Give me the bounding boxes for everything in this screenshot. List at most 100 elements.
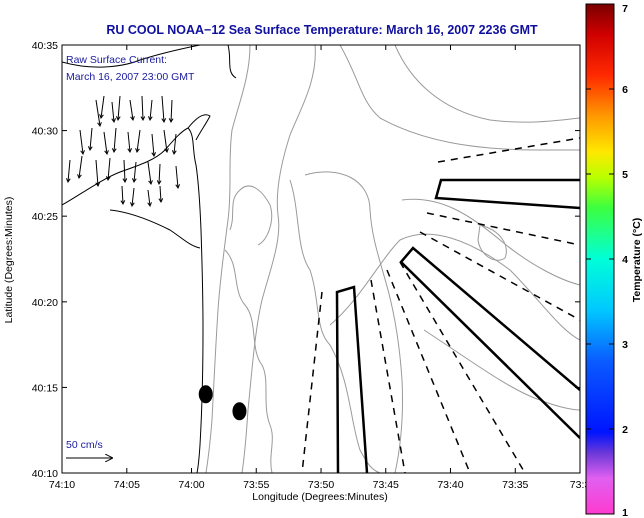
current-vector xyxy=(123,159,126,183)
x-tick-label: 73:45 xyxy=(373,479,399,491)
x-tick-label: 73:3 xyxy=(570,479,591,491)
current-vector xyxy=(131,187,135,207)
x-tick-label: 73:55 xyxy=(243,479,269,491)
x-tick-label: 74:00 xyxy=(178,479,204,491)
contour-line xyxy=(229,185,273,246)
current-vector xyxy=(147,161,152,185)
current-vector-head xyxy=(135,148,140,154)
current-vector-head xyxy=(151,152,157,158)
current-vector-head xyxy=(115,116,121,122)
current-vector xyxy=(95,99,101,127)
current-vector-head xyxy=(147,202,152,208)
contour-line xyxy=(477,224,507,261)
current-vector-head xyxy=(111,118,117,124)
current-vector xyxy=(147,189,151,207)
colorbar-tick-label: 6 xyxy=(622,84,628,96)
transect-boxes xyxy=(335,178,580,473)
current-vector xyxy=(173,133,177,155)
bathymetry-contours xyxy=(205,45,580,473)
current-vector-head xyxy=(158,198,164,204)
contour-line xyxy=(329,233,580,341)
x-axis-label: Longitude (Degrees:Minutes) xyxy=(252,491,387,503)
colorbar-tick-label: 2 xyxy=(622,424,628,436)
x-tick-label: 73:50 xyxy=(308,479,334,491)
x-tick-label: 73:35 xyxy=(502,479,528,491)
surface-current-vectors xyxy=(65,95,181,208)
current-vector xyxy=(129,99,134,121)
dashed-line xyxy=(399,261,526,473)
contour-line xyxy=(289,179,381,473)
dashed-line xyxy=(419,231,580,321)
current-vector-head xyxy=(99,114,104,120)
coastline-north-shore xyxy=(62,45,201,68)
colorbar-tick-label: 4 xyxy=(622,254,628,266)
current-vector-head xyxy=(171,150,177,156)
colorbar-tick-label: 7 xyxy=(622,3,628,15)
current-vector xyxy=(113,127,117,153)
dashed-line xyxy=(301,291,323,473)
current-vector-head xyxy=(161,118,167,124)
current-vector xyxy=(107,157,111,181)
current-vector-head xyxy=(87,146,93,152)
current-vector-head xyxy=(111,148,117,154)
current-vector-head xyxy=(122,178,128,184)
current-vector-head xyxy=(156,180,162,186)
contour-line xyxy=(339,45,580,151)
current-vector xyxy=(78,155,83,179)
y-tick-label: 40:30 xyxy=(32,126,58,138)
current-vector xyxy=(151,133,155,157)
current-vector xyxy=(67,159,71,183)
current-vector-head xyxy=(147,116,153,122)
current-vector xyxy=(95,159,99,187)
current-vector xyxy=(79,129,84,155)
contour-line xyxy=(401,198,580,286)
y-tick-label: 40:10 xyxy=(32,468,58,480)
current-vector-head xyxy=(77,174,82,180)
current-vector xyxy=(103,131,108,155)
dashed-line xyxy=(370,279,406,473)
current-vector-head xyxy=(175,184,181,190)
current-vector xyxy=(161,95,165,123)
x-tick-label: 73:40 xyxy=(437,479,463,491)
transect-box-south xyxy=(335,285,369,473)
current-vector xyxy=(136,129,141,153)
current-vector-head xyxy=(148,180,153,186)
transect-box-east xyxy=(434,178,580,210)
current-vector xyxy=(89,127,93,151)
annotation-line-2: March 16, 2007 23:00 GMT xyxy=(66,71,195,83)
current-vector-head xyxy=(168,118,174,124)
colorbar-tick-label: 1 xyxy=(622,507,628,518)
current-vector-head xyxy=(120,200,126,206)
current-vector xyxy=(175,165,179,189)
contour-line xyxy=(394,45,580,123)
x-tick-label: 74:10 xyxy=(49,479,75,491)
current-vector xyxy=(121,185,124,205)
colorbar-tick-label: 5 xyxy=(622,169,628,181)
current-vector-head xyxy=(80,150,85,156)
dashed-line xyxy=(386,269,471,473)
coastline-jersey-shore xyxy=(62,127,204,473)
contour-line xyxy=(423,329,580,411)
colorbar-label: Temperature (°C) xyxy=(631,218,643,303)
current-vector-head xyxy=(164,148,169,154)
axes: 74:10 74:05 74:00 73:55 73:50 73:45 73:40 73:35… xyxy=(32,40,591,491)
y-tick-label: 40:15 xyxy=(32,382,58,394)
contour-line xyxy=(224,249,273,473)
y-axis-label: Latitude (Degrees:Minutes) xyxy=(3,197,15,324)
current-vector xyxy=(100,95,105,119)
contour-line xyxy=(205,45,251,473)
current-vector-head xyxy=(140,116,146,122)
colorbar-ticks: 1 2 3 4 5 6 7 xyxy=(586,3,628,518)
current-vector xyxy=(141,95,144,121)
station-marker xyxy=(232,402,247,421)
plot-area: Raw Surface Current: March 16, 2007 23:0… xyxy=(61,44,581,474)
current-vector-head xyxy=(104,150,109,156)
current-vector-head xyxy=(131,178,137,184)
station-marker xyxy=(198,385,213,404)
colorbar-tick-label: 3 xyxy=(622,339,628,351)
contour-line xyxy=(304,171,404,473)
dashed-guide-lines xyxy=(301,137,580,473)
y-tick-label: 40:35 xyxy=(32,40,58,52)
station-markers xyxy=(198,385,247,421)
